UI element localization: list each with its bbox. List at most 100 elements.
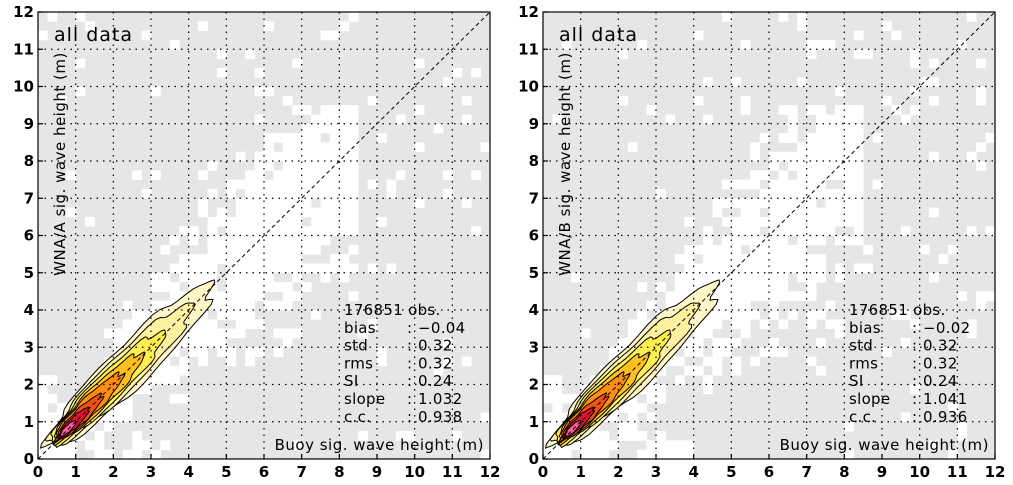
data-cell — [311, 123, 321, 134]
data-cell — [292, 105, 303, 115]
data-cell — [721, 12, 732, 22]
data-cell — [721, 216, 732, 227]
data-cell — [75, 86, 86, 97]
data-cell — [834, 188, 845, 199]
data-cell — [122, 412, 133, 423]
data-cell — [122, 300, 133, 311]
data-cell — [740, 226, 751, 236]
data-cell — [552, 114, 563, 125]
data-cell — [778, 282, 789, 292]
data-cell — [853, 161, 864, 171]
data-cell — [750, 142, 760, 153]
data-cell — [348, 291, 359, 302]
data-cell — [273, 347, 284, 357]
data-cell — [235, 319, 246, 330]
data-cell — [66, 170, 77, 181]
data-cell — [339, 170, 350, 181]
data-cell — [38, 412, 48, 423]
data-cell — [38, 421, 48, 432]
data-cell — [198, 263, 208, 274]
data-cell — [543, 393, 553, 404]
data-cell — [301, 179, 312, 190]
data-cell — [684, 282, 695, 292]
data-cell — [787, 151, 798, 162]
data-cell — [759, 282, 770, 292]
data-cell — [740, 310, 751, 320]
data-cell — [348, 151, 359, 162]
data-cell — [273, 179, 284, 190]
data-cell — [151, 365, 161, 376]
data-cell — [806, 161, 817, 171]
data-cell — [816, 114, 826, 125]
data-cell — [712, 244, 723, 255]
y-tick-label: 8 — [24, 152, 34, 170]
data-cell — [301, 188, 312, 199]
data-cell — [976, 95, 986, 106]
data-cell — [179, 356, 190, 367]
x-axis-label: Buoy sig. wave height (m) — [275, 436, 484, 454]
data-cell — [929, 440, 939, 451]
data-cell — [844, 105, 855, 115]
data-cell — [816, 216, 826, 227]
data-cell — [703, 272, 713, 283]
data-cell — [198, 356, 208, 367]
data-cell — [693, 272, 704, 283]
data-cell — [226, 300, 237, 311]
stat-label: rms — [344, 354, 373, 372]
data-cell — [834, 105, 845, 115]
data-cell — [292, 133, 303, 143]
stat-value: 0.32 — [418, 354, 453, 372]
data-cell — [957, 431, 968, 441]
data-cell — [329, 263, 340, 274]
data-cell — [480, 412, 490, 423]
data-cell — [160, 244, 171, 255]
data-cell — [816, 365, 826, 376]
data-cell — [618, 403, 629, 413]
data-cell — [825, 142, 836, 153]
data-cell — [561, 412, 572, 423]
data-cell — [377, 216, 387, 227]
data-cell — [759, 272, 770, 283]
data-cell — [627, 412, 638, 423]
data-cell — [580, 449, 591, 459]
data-cell — [273, 198, 284, 208]
data-cell — [216, 235, 227, 246]
data-cell — [47, 375, 58, 385]
data-cell — [273, 133, 284, 143]
data-cell — [169, 291, 180, 302]
data-cell — [160, 282, 171, 292]
data-cell — [226, 226, 237, 236]
data-cell — [452, 431, 463, 441]
data-cell — [207, 235, 218, 246]
data-cell — [282, 263, 293, 274]
data-cell — [348, 123, 359, 134]
data-cell — [339, 263, 350, 274]
data-cell — [264, 198, 274, 208]
data-cell — [731, 365, 742, 376]
data-cell — [132, 440, 142, 451]
stat-value: 0.938 — [418, 408, 462, 426]
data-cell — [787, 188, 798, 199]
data-cell — [806, 188, 817, 199]
data-cell — [703, 384, 713, 395]
data-cell — [825, 161, 836, 171]
x-tick-label: 5 — [221, 463, 231, 481]
data-cell — [684, 244, 695, 255]
y-tick-label: 1 — [529, 413, 539, 431]
stat-value: 1.041 — [923, 390, 967, 408]
data-cell — [254, 188, 265, 199]
data-cell — [132, 449, 142, 459]
stat-value: 0.32 — [418, 337, 453, 355]
y-tick-label: 9 — [24, 115, 34, 133]
data-cell — [226, 347, 237, 357]
data-cell — [301, 198, 312, 208]
stat-value: 1.032 — [418, 390, 462, 408]
stat-value: −0.02 — [923, 319, 970, 337]
y-tick-label: 8 — [529, 152, 539, 170]
data-cell — [329, 198, 340, 208]
data-cell — [198, 337, 208, 348]
data-cell — [844, 170, 855, 181]
data-cell — [853, 151, 864, 162]
data-cell — [834, 133, 845, 143]
